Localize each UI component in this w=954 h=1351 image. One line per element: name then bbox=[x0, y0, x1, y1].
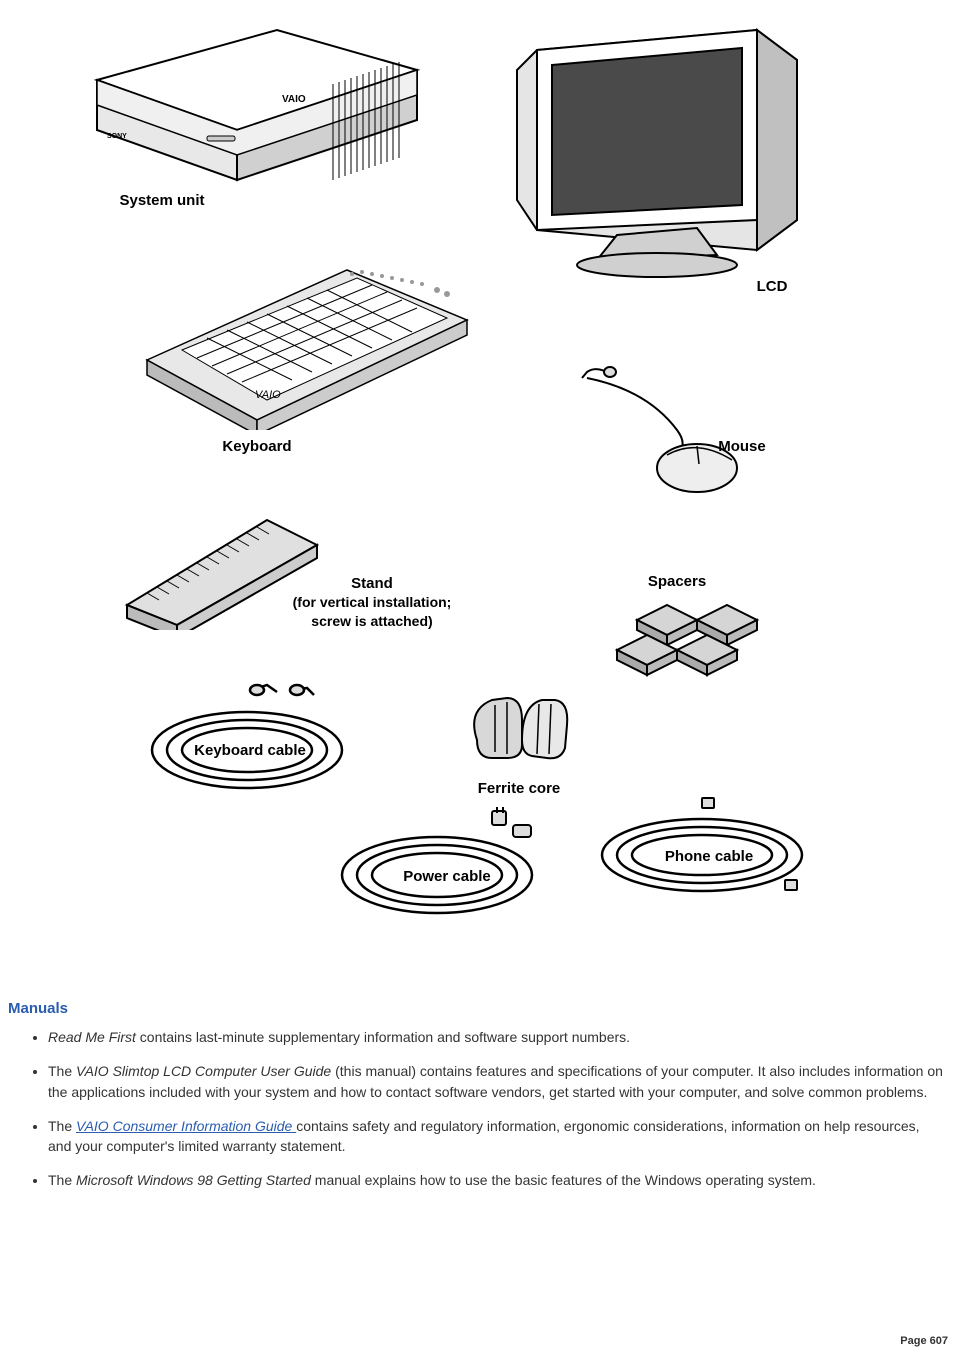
spacers-label: Spacers bbox=[627, 573, 727, 592]
ug-prefix: The bbox=[48, 1063, 76, 1079]
win-prefix: The bbox=[48, 1172, 76, 1188]
readme-title: Read Me First bbox=[48, 1029, 136, 1045]
win-title: Microsoft Windows 98 Getting Started bbox=[76, 1172, 311, 1188]
ferrite-core-illustration bbox=[447, 680, 587, 780]
ug-title: VAIO Slimtop LCD Computer User Guide bbox=[76, 1063, 331, 1079]
consumer-guide-link[interactable]: VAIO Consumer Information Guide bbox=[76, 1118, 296, 1134]
keyboard-illustration: VAIO bbox=[137, 250, 477, 430]
power-cable-label: Power cable bbox=[387, 868, 507, 887]
keyboard-cable-illustration bbox=[132, 680, 362, 800]
stand-label: Stand (for vertical installation;screw i… bbox=[272, 575, 472, 631]
ferrite-core-label: Ferrite core bbox=[454, 780, 584, 799]
manual-item-user-guide: The VAIO Slimtop LCD Computer User Guide… bbox=[48, 1061, 946, 1102]
document-page: VAIO SONY System unit LCD bbox=[0, 0, 954, 1351]
stand-label-text: Stand bbox=[351, 575, 393, 592]
phone-cable-label: Phone cable bbox=[649, 848, 769, 867]
system-unit-illustration: VAIO SONY bbox=[87, 20, 427, 190]
manuals-list: Read Me First contains last-minute suppl… bbox=[38, 1027, 946, 1191]
manuals-section: Manuals Read Me First contains last-minu… bbox=[8, 1000, 946, 1191]
system-unit-label: System unit bbox=[97, 192, 227, 211]
page-number: Page 607 bbox=[900, 1335, 948, 1347]
keyboard-vaio-logo: VAIO bbox=[255, 389, 281, 401]
mouse-label: Mouse bbox=[702, 438, 782, 457]
readme-rest: contains last-minute supplementary infor… bbox=[136, 1029, 630, 1045]
keyboard-label: Keyboard bbox=[202, 438, 312, 457]
lcd-label: LCD bbox=[742, 278, 802, 297]
vaio-logo-text: VAIO bbox=[282, 94, 306, 105]
lcd-illustration bbox=[497, 20, 817, 280]
stand-sublabel: (for vertical installation;screw is atta… bbox=[293, 594, 452, 629]
power-cable-illustration bbox=[327, 805, 557, 925]
win-rest: manual explains how to use the basic fea… bbox=[311, 1172, 816, 1188]
mouse-illustration bbox=[547, 360, 757, 500]
manual-item-consumer-guide: The VAIO Consumer Information Guide cont… bbox=[48, 1116, 946, 1157]
cg-prefix: The bbox=[48, 1118, 76, 1134]
sony-logo-text: SONY bbox=[107, 133, 127, 140]
manual-item-readme: Read Me First contains last-minute suppl… bbox=[48, 1027, 946, 1047]
spacers-illustration bbox=[587, 580, 787, 700]
manual-item-windows: The Microsoft Windows 98 Getting Started… bbox=[48, 1170, 946, 1190]
manuals-heading: Manuals bbox=[8, 1000, 946, 1017]
unpacking-diagram: VAIO SONY System unit LCD bbox=[77, 20, 877, 920]
keyboard-cable-label: Keyboard cable bbox=[180, 742, 320, 761]
